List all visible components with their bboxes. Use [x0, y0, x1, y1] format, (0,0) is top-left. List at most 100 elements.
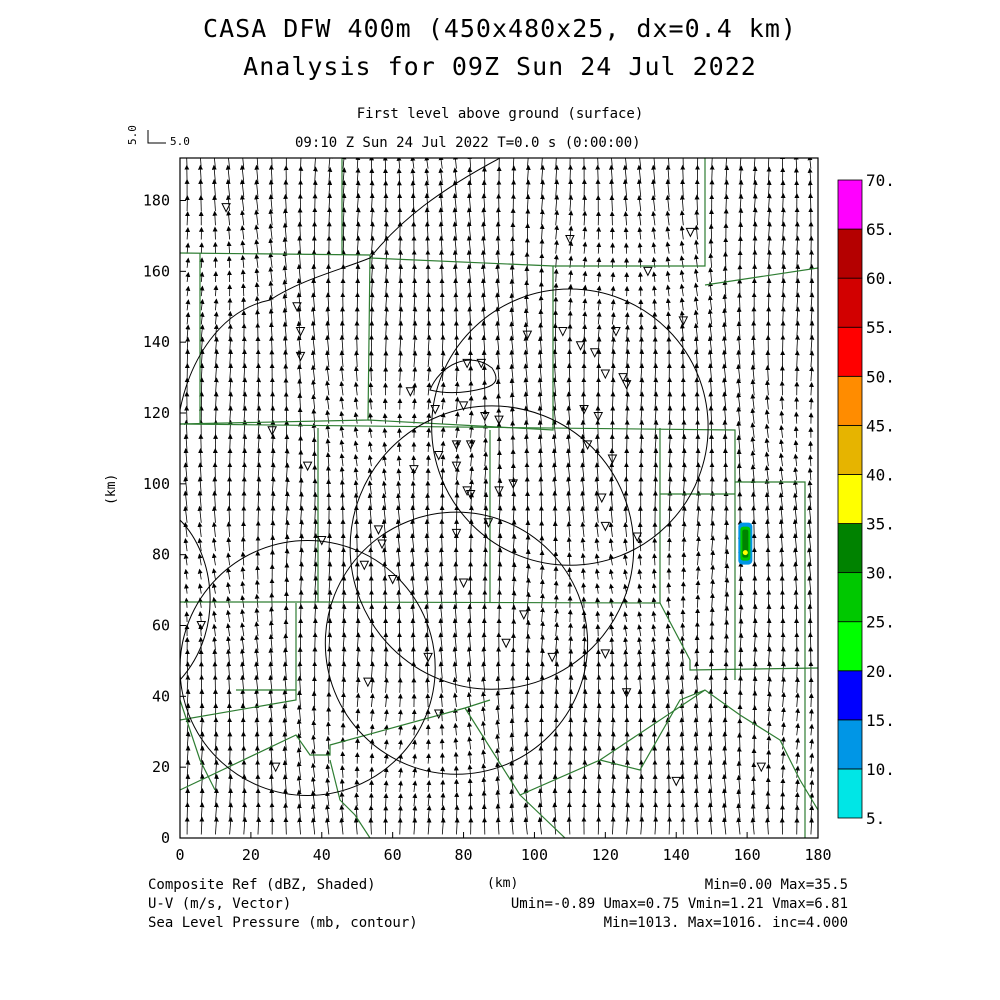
- wind-vector: [412, 350, 418, 367]
- wind-vector: [199, 324, 205, 339]
- wind-vector: [609, 195, 615, 212]
- wind-vector: [185, 717, 191, 736]
- wind-vector: [495, 249, 501, 268]
- wind-vector: [637, 553, 643, 566]
- wind-vector: [198, 164, 203, 183]
- station-marker: [295, 327, 306, 337]
- wind-vector: [665, 194, 671, 212]
- wind-vector: [339, 365, 345, 382]
- radar-ring: [180, 540, 436, 796]
- wind-vector: [369, 618, 375, 637]
- wind-vector: [694, 239, 699, 254]
- wind-vector: [495, 320, 501, 339]
- wind-vector-field: [183, 158, 815, 835]
- wind-vector: [254, 717, 260, 736]
- vector-scale-arrow: [147, 130, 166, 144]
- wind-vector: [681, 536, 687, 552]
- wind-vector: [326, 221, 332, 240]
- wind-vector: [807, 480, 813, 495]
- wind-vector: [325, 365, 330, 382]
- wind-vector: [410, 480, 416, 495]
- wind-vector: [410, 646, 416, 665]
- wind-vector: [183, 553, 189, 566]
- wind-vector: [213, 816, 219, 835]
- wind-vector: [510, 689, 516, 707]
- wind-vector: [466, 221, 472, 240]
- wind-vector: [297, 817, 303, 835]
- wind-vector: [724, 519, 729, 537]
- wind-vector: [395, 505, 401, 523]
- wind-vector: [780, 180, 786, 197]
- wind-vector: [710, 505, 715, 523]
- wind-vector: [525, 577, 531, 594]
- wind-vector: [426, 817, 432, 835]
- wind-vector: [339, 350, 345, 367]
- plot-frame: [179, 157, 819, 839]
- wind-vector: [396, 158, 402, 169]
- wind-vector: [724, 577, 730, 594]
- wind-vector: [298, 561, 304, 580]
- wind-vector: [213, 405, 219, 424]
- wind-vector: [480, 278, 486, 297]
- wind-vector: [424, 632, 430, 651]
- wind-vector: [481, 179, 487, 197]
- wind-vector: [651, 636, 657, 651]
- wind-vector: [695, 565, 701, 580]
- wind-vector: [509, 746, 515, 764]
- wind-vector: [637, 226, 643, 240]
- wind-vector: [240, 703, 246, 722]
- wind-vector: [325, 334, 331, 353]
- wind-vector: [412, 739, 417, 750]
- wind-vector: [212, 194, 218, 212]
- wind-vector: [268, 164, 274, 183]
- wind-vector: [525, 520, 531, 537]
- wind-vector: [228, 391, 234, 410]
- wind-vector: [325, 465, 331, 481]
- wind-vector: [809, 738, 815, 750]
- wind-vector: [568, 194, 574, 212]
- wind-vector: [481, 803, 487, 821]
- wind-vector: [424, 221, 430, 240]
- wind-vector: [511, 590, 517, 608]
- wind-vector: [483, 491, 489, 509]
- wind-vector: [665, 210, 671, 226]
- wind-vector: [369, 263, 375, 282]
- wind-vector: [299, 533, 305, 552]
- wind-vector: [227, 773, 233, 792]
- wind-vector: [382, 547, 387, 566]
- wind-vector: [596, 298, 602, 311]
- wind-vector: [750, 349, 756, 367]
- wind-vector: [183, 476, 189, 495]
- wind-vector: [426, 805, 432, 821]
- wind-vector: [693, 282, 699, 297]
- wind-vector: [213, 377, 219, 396]
- wind-vector: [694, 194, 700, 212]
- wind-vector: [424, 575, 430, 594]
- wind-vector: [453, 561, 459, 580]
- wind-vector: [539, 564, 545, 580]
- wind-vector: [313, 547, 319, 566]
- wind-vector: [808, 692, 814, 707]
- wind-vector: [665, 270, 671, 283]
- wind-vector: [310, 335, 316, 353]
- wind-vector: [495, 221, 501, 240]
- wind-vector: [722, 265, 728, 282]
- wind-vector: [296, 718, 302, 736]
- wind-vector: [240, 209, 246, 226]
- wind-vector: [509, 335, 515, 353]
- wind-vector: [225, 609, 231, 623]
- colorbar-label: 30.: [866, 564, 895, 583]
- wind-vector: [353, 505, 359, 523]
- station-marker: [575, 341, 586, 351]
- wind-vector: [297, 661, 303, 679]
- wind-vector: [426, 292, 432, 311]
- valid-time-label: 09:10 Z Sun 24 Jul 2022 T=0.0 s (0:00:00…: [295, 135, 641, 151]
- wind-vector: [425, 235, 431, 254]
- wind-vector: [481, 632, 487, 651]
- wind-vector: [397, 350, 403, 367]
- wind-vector: [426, 792, 432, 807]
- wind-vector: [240, 648, 245, 665]
- wind-vector: [695, 505, 701, 523]
- wind-vector: [369, 221, 375, 240]
- wind-vector: [750, 436, 756, 453]
